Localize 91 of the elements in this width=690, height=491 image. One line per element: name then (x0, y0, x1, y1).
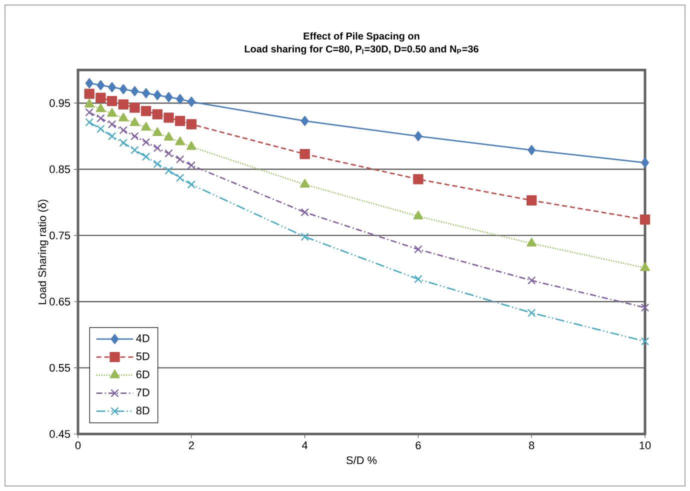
point (130, 102, 140, 113)
point (119, 84, 128, 94)
point (527, 308, 536, 318)
point (152, 127, 162, 136)
point (640, 214, 650, 225)
point (164, 132, 174, 141)
point (300, 148, 310, 160)
point (108, 132, 116, 140)
point (130, 117, 140, 126)
point (641, 158, 649, 168)
point (187, 96, 196, 107)
y-tick-label: 0.95 (50, 99, 70, 107)
point (164, 166, 173, 175)
point (164, 92, 173, 102)
point (414, 275, 422, 284)
point (164, 149, 173, 158)
point (176, 174, 184, 182)
x-tick-label: 4 (302, 442, 308, 450)
point (96, 92, 106, 103)
chart-title: Effect of Pile Spacing on (304, 32, 420, 42)
point (528, 145, 536, 156)
x-tick-label: 6 (416, 442, 421, 450)
point (414, 245, 422, 254)
x-tick-label: 8 (529, 442, 534, 450)
point (175, 136, 185, 146)
point (300, 178, 310, 188)
point (526, 195, 537, 206)
point (640, 303, 650, 312)
point (108, 82, 116, 92)
x-tick-label: 10 (640, 442, 651, 450)
point (119, 126, 128, 134)
y-tick-label: 0.45 (50, 430, 70, 438)
point (96, 80, 105, 90)
point (414, 131, 422, 142)
point (176, 155, 184, 164)
point (153, 90, 162, 100)
point (85, 78, 94, 88)
point (130, 132, 139, 140)
point (84, 88, 94, 99)
y-tick-label: 0.85 (50, 165, 70, 174)
point (140, 106, 152, 116)
point (152, 109, 162, 120)
legend-label: 8D (136, 406, 150, 414)
point (527, 276, 536, 285)
point (153, 160, 162, 168)
point (107, 108, 117, 117)
chart-subtitle: Load sharing for C=80, P$_{l}$=30D, D=0.50 and N$_{P}$=36 (244, 45, 478, 55)
point (84, 98, 94, 108)
legend-label: 5D (136, 352, 150, 360)
point (187, 161, 196, 170)
point (413, 210, 424, 220)
point (413, 174, 424, 184)
y-tick-label: 0.55 (50, 364, 70, 372)
point (176, 94, 184, 104)
point (526, 238, 537, 246)
point (174, 116, 186, 126)
point (300, 208, 309, 216)
point (141, 122, 151, 131)
point (96, 114, 105, 122)
point (96, 103, 106, 112)
point (108, 120, 116, 128)
y-tick-label: 0.65 (50, 298, 70, 306)
point (106, 96, 118, 106)
legend-label: 7D (136, 388, 150, 396)
point (142, 152, 150, 161)
point (153, 144, 162, 152)
y-axis-title: Load Sharing ratio (δ) (38, 200, 48, 304)
point (186, 119, 196, 130)
point (186, 141, 196, 150)
point (118, 112, 128, 122)
x-tick-label: 2 (188, 442, 194, 450)
point (130, 146, 139, 154)
y-tick-label: 0.75 (50, 232, 70, 240)
point (640, 337, 650, 346)
legend-label: 6D (136, 370, 150, 378)
point (142, 88, 150, 98)
point (164, 112, 174, 123)
point (640, 262, 650, 271)
point (300, 232, 309, 241)
point (142, 138, 150, 146)
point (96, 124, 105, 134)
point (187, 180, 196, 189)
legend-label: 4D (136, 334, 150, 342)
point (85, 108, 94, 116)
x-axis-title: S/D % (346, 456, 377, 464)
point (300, 116, 309, 126)
point (119, 138, 128, 147)
point (85, 118, 94, 126)
x-tick-label: 0 (75, 442, 81, 450)
point (130, 86, 139, 96)
point (118, 99, 128, 110)
